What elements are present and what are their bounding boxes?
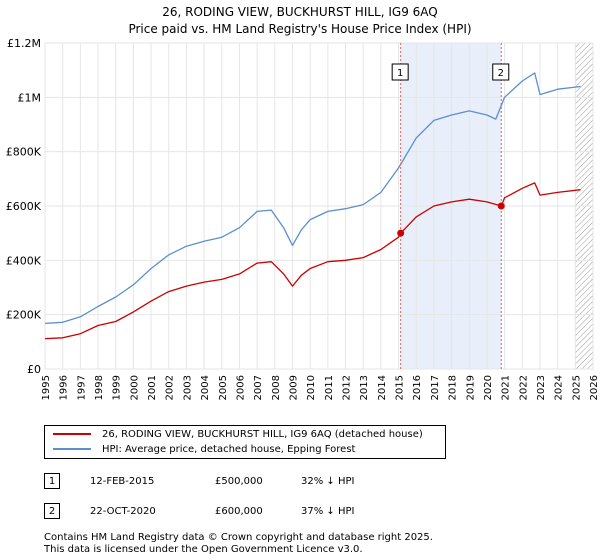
x-tick-label: 2021 [501, 375, 512, 400]
sale-number-badge: 2 [44, 503, 60, 519]
y-tick-label: £600K [6, 200, 42, 213]
sale-price: £600,000 [215, 506, 263, 517]
price-chart: 1 2 1995 1996 1997 1998 1999 2000 2001 2002 2003 2… [6, 37, 600, 400]
chart-subtitle: Price paid vs. HM Land Registry's House … [128, 22, 472, 36]
x-tick-label: 2015 [395, 375, 406, 400]
sale-hpi-diff: 37% ↓ HPI [301, 506, 355, 517]
x-tick-label: 2001 [147, 375, 158, 400]
legend-item-hpi: HPI: Average price, detached house, Eppi… [53, 442, 355, 458]
y-tick-label: £200K [6, 309, 42, 322]
x-tick-label: 2005 [218, 375, 229, 400]
x-tick-label: 1997 [76, 375, 87, 400]
y-tick-label: £400K [6, 254, 42, 267]
sale-point [397, 229, 405, 237]
sale-label-number: 2 [498, 68, 504, 79]
sale-date: 22-OCT-2020 [90, 506, 156, 517]
x-tick-label: 2006 [235, 375, 246, 400]
x-tick-label: 2023 [536, 375, 547, 400]
legend-label-hpi: HPI: Average price, detached house, Eppi… [102, 444, 356, 455]
x-tick-label: 2014 [377, 375, 388, 400]
legend-swatch-property [53, 433, 91, 435]
legend: 26, RODING VIEW, BUCKHURST HILL, IG9 6AQ… [44, 425, 446, 459]
x-tick-label: 2013 [359, 375, 370, 400]
x-tick-label: 2024 [554, 375, 565, 400]
sale-date: 12-FEB-2015 [90, 476, 155, 487]
x-tick-label: 2012 [342, 375, 353, 400]
x-tick-label: 2002 [165, 375, 176, 400]
sale-label-number: 1 [397, 68, 403, 79]
x-tick-label: 2004 [200, 375, 211, 400]
sale-label-box [391, 63, 409, 81]
legend-label-property: 26, RODING VIEW, BUCKHURST HILL, IG9 6AQ… [102, 429, 423, 440]
sale-label-box [492, 63, 510, 81]
x-tick-label: 2020 [483, 375, 494, 400]
footer-licence: This data is licensed under the Open Gov… [44, 544, 363, 555]
y-tick-label: £1M [18, 91, 42, 104]
x-tick-label: 2010 [306, 375, 317, 400]
x-tick-label: 2011 [324, 375, 335, 400]
x-tick-label: 1995 [41, 375, 52, 400]
sale-number-badge: 1 [44, 473, 60, 489]
x-tick-label: 2008 [271, 375, 282, 400]
sale-hpi-diff: 32% ↓ HPI [301, 476, 355, 487]
hpi-line [44, 72, 581, 325]
sale-point [497, 202, 505, 210]
x-tick-label: 2018 [448, 375, 459, 400]
footer-copyright: Contains HM Land Registry data © Crown c… [44, 532, 433, 543]
x-tick-label: 2019 [465, 375, 476, 400]
table-row: 1 12-FEB-2015 £500,000 32% ↓ HPI [44, 472, 564, 492]
x-tick-label: 2016 [412, 375, 423, 400]
x-tick-label: 2009 [288, 375, 299, 400]
x-tick-label: 2003 [182, 375, 193, 400]
y-tick-label: £0 [27, 363, 41, 376]
x-tick-label: 2017 [430, 375, 441, 400]
chart-title: 26, RODING VIEW, BUCKHURST HILL, IG9 6AQ [162, 5, 438, 19]
x-tick-label: 1999 [112, 375, 123, 400]
sale-price: £500,000 [215, 476, 263, 487]
x-tick-label: 2022 [518, 375, 529, 400]
legend-item-property: 26, RODING VIEW, BUCKHURST HILL, IG9 6AQ… [53, 427, 423, 443]
chart-title-block: 26, RODING VIEW, BUCKHURST HILL, IG9 6AQ… [0, 4, 600, 38]
table-row: 2 22-OCT-2020 £600,000 37% ↓ HPI [44, 502, 564, 522]
x-tick-label: 2007 [253, 375, 264, 400]
x-tick-label: 1998 [94, 375, 105, 400]
x-tick-label: 2000 [129, 375, 140, 400]
y-tick-label: £1.2M [7, 37, 41, 50]
legend-swatch-hpi [53, 448, 91, 450]
x-tick-label: 1996 [59, 375, 70, 400]
y-tick-label: £800K [6, 146, 42, 159]
x-tick-label: 2025 [571, 375, 582, 400]
x-tick-label: 2026 [589, 375, 600, 400]
footer: Contains HM Land Registry data © Crown c… [44, 532, 433, 556]
